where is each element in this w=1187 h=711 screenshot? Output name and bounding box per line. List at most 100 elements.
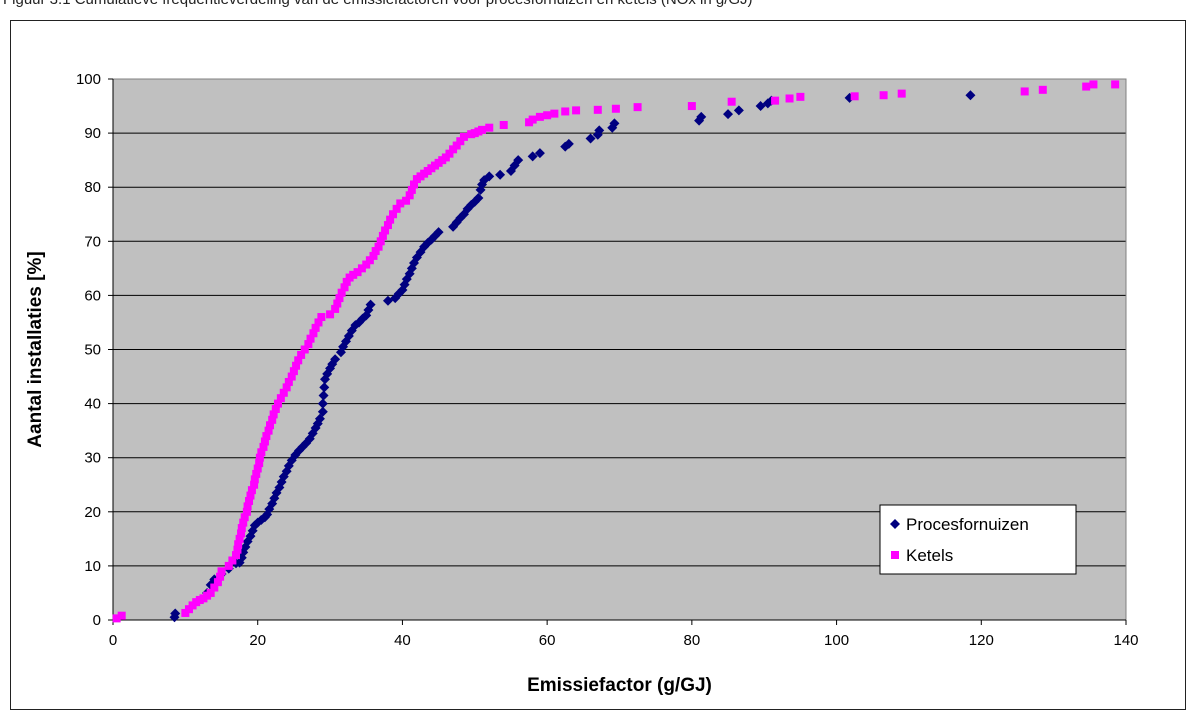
data-point bbox=[723, 109, 734, 120]
data-point bbox=[386, 215, 395, 224]
data-point bbox=[535, 112, 544, 121]
data-point bbox=[445, 149, 454, 158]
data-point bbox=[259, 442, 268, 451]
x-tick-label: 100 bbox=[824, 632, 849, 649]
data-point bbox=[246, 491, 255, 500]
y-tick-label: 0 bbox=[93, 612, 101, 629]
y-axis-title: Aantal installaties [%] bbox=[25, 251, 46, 447]
data-point bbox=[245, 496, 254, 505]
data-point bbox=[326, 310, 335, 319]
data-point bbox=[297, 350, 306, 359]
data-point bbox=[485, 123, 494, 132]
data-point bbox=[289, 367, 298, 376]
data-point bbox=[452, 141, 461, 150]
data-point bbox=[279, 388, 288, 397]
data-point bbox=[473, 193, 484, 204]
data-point bbox=[897, 89, 906, 98]
data-point bbox=[371, 247, 380, 256]
data-point bbox=[250, 480, 259, 489]
data-point bbox=[513, 155, 524, 166]
data-point bbox=[237, 529, 246, 538]
y-tick-label: 50 bbox=[84, 342, 101, 359]
y-tick-label: 90 bbox=[84, 125, 101, 142]
data-point bbox=[271, 405, 280, 414]
data-point bbox=[609, 118, 620, 129]
data-point bbox=[252, 469, 261, 478]
data-point bbox=[239, 518, 248, 527]
data-point bbox=[357, 264, 366, 273]
axes bbox=[108, 78, 1127, 625]
data-point bbox=[727, 97, 736, 106]
data-point bbox=[365, 256, 374, 265]
x-tick-label: 80 bbox=[684, 632, 701, 649]
data-point bbox=[543, 111, 552, 120]
data-point bbox=[378, 231, 387, 240]
x-tick-label: 40 bbox=[394, 632, 411, 649]
data-point bbox=[369, 251, 378, 260]
y-tick-label: 60 bbox=[84, 287, 101, 304]
data-point bbox=[304, 340, 313, 349]
data-point bbox=[563, 138, 574, 149]
y-tick-label: 70 bbox=[84, 233, 101, 250]
data-point bbox=[317, 313, 326, 322]
data-point bbox=[234, 540, 243, 549]
x-tick-label: 140 bbox=[1113, 632, 1138, 649]
data-point bbox=[433, 227, 444, 238]
data-point bbox=[611, 104, 620, 113]
data-point bbox=[112, 614, 121, 623]
chart-frame: 0 20 40 60 80 100 120 140 0 10 20 30 40 50 60 70 80 90 100… bbox=[10, 20, 1186, 710]
data-point bbox=[402, 196, 411, 205]
data-point bbox=[243, 502, 252, 511]
data-point bbox=[264, 426, 273, 435]
data-point bbox=[314, 318, 323, 327]
data-point bbox=[585, 133, 596, 144]
data-point bbox=[260, 437, 269, 446]
data-point bbox=[319, 382, 330, 393]
data-point bbox=[330, 354, 341, 365]
y-tick-label: 100 bbox=[76, 71, 101, 88]
data-point bbox=[534, 148, 545, 159]
data-point bbox=[561, 107, 570, 116]
data-point bbox=[592, 129, 603, 140]
data-point bbox=[340, 283, 349, 292]
data-point bbox=[850, 92, 859, 101]
data-point bbox=[392, 204, 401, 213]
data-point bbox=[235, 534, 244, 543]
data-point bbox=[594, 125, 605, 136]
data-point bbox=[633, 103, 642, 112]
x-tick-label: 0 bbox=[109, 632, 117, 649]
data-point bbox=[593, 105, 602, 114]
data-point bbox=[306, 334, 315, 343]
data-point bbox=[365, 299, 376, 310]
figure-caption: Figuur 3.1 Cumulatieve frequentieverdeli… bbox=[3, 0, 753, 8]
data-point bbox=[210, 583, 219, 592]
data-point bbox=[237, 524, 246, 533]
data-point bbox=[276, 394, 285, 403]
legend-label-ketels: Ketels bbox=[906, 546, 953, 565]
data-point bbox=[252, 517, 263, 528]
data-point bbox=[300, 345, 309, 354]
data-point bbox=[879, 91, 888, 100]
data-point bbox=[317, 406, 328, 417]
data-point bbox=[242, 507, 251, 516]
data-point bbox=[294, 356, 303, 365]
data-point bbox=[117, 611, 126, 620]
y-tick-label: 40 bbox=[84, 396, 101, 413]
data-point bbox=[383, 221, 392, 230]
data-point bbox=[233, 545, 242, 554]
data-point bbox=[228, 556, 237, 565]
data-point bbox=[572, 106, 581, 115]
data-point bbox=[1038, 85, 1047, 94]
data-point bbox=[342, 277, 351, 286]
data-point bbox=[273, 399, 282, 408]
data-point bbox=[253, 464, 262, 473]
legend-marker-ketels bbox=[891, 551, 899, 559]
y-tick-label: 20 bbox=[84, 504, 101, 521]
data-point bbox=[266, 421, 275, 430]
data-point bbox=[335, 294, 344, 303]
data-point bbox=[771, 96, 780, 105]
data-point bbox=[687, 102, 696, 111]
legend-marker-procesfornuizen bbox=[890, 519, 900, 529]
data-point bbox=[528, 115, 537, 124]
data-point bbox=[381, 226, 390, 235]
